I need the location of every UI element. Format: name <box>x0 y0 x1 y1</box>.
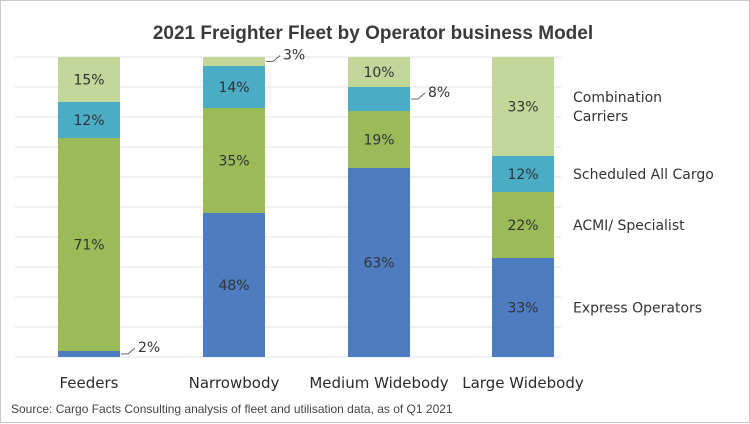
bar-segment <box>203 213 265 357</box>
data-labels: 71% 12% 15% 48% 35% 14% 63% 19% 10% 33% 22% 12% 33% <box>73 65 538 317</box>
bar-segment <box>492 57 554 156</box>
legend: Express Operators ACMI/ Specialist Schedul… <box>573 90 714 317</box>
data-label: 33% <box>507 301 538 317</box>
category-label: Narrowbody <box>189 374 280 392</box>
data-label: 15% <box>73 73 104 89</box>
bar-segment <box>492 156 554 192</box>
bar-segment <box>203 66 265 108</box>
bar-segment <box>348 87 410 111</box>
bar-segment <box>492 192 554 258</box>
bar-segment <box>58 102 120 138</box>
category-labels: Feeders Narrowbody Medium Widebody Large Wi… <box>60 374 584 392</box>
callout-line <box>121 347 136 355</box>
callout-line <box>411 92 426 100</box>
bar-segment <box>348 57 410 87</box>
data-label: 22% <box>507 218 538 234</box>
callouts: 2% 3% 8% <box>121 48 450 356</box>
data-label: 14% <box>218 80 249 96</box>
bar-segment <box>348 111 410 168</box>
bars <box>58 57 554 357</box>
category-label: Large Widebody <box>462 374 584 392</box>
source-note: Source: Cargo Facts Consulting analysis … <box>11 402 453 416</box>
data-label: 12% <box>507 167 538 183</box>
legend-entry: Express Operators <box>573 301 702 317</box>
legend-entry: Combination Carriers <box>573 90 662 125</box>
data-label: 71% <box>73 238 104 254</box>
bar-segment <box>348 168 410 357</box>
data-label: 48% <box>218 278 249 294</box>
data-label: 19% <box>363 133 394 149</box>
bar-segment <box>58 351 120 357</box>
data-label: 35% <box>218 154 249 170</box>
legend-entry: Scheduled All Cargo <box>573 167 714 183</box>
bar-segment <box>492 258 554 357</box>
data-label: 10% <box>363 65 394 81</box>
bar-segment <box>58 138 120 351</box>
category-label: Feeders <box>60 374 119 392</box>
data-label: 33% <box>507 100 538 116</box>
callout-line <box>266 55 281 62</box>
legend-entry: ACMI/ Specialist <box>573 218 685 234</box>
bar-segment <box>203 57 265 66</box>
data-label: 2% <box>138 340 160 356</box>
bar-segment <box>58 57 120 102</box>
category-label: Medium Widebody <box>309 374 448 392</box>
data-label: 8% <box>428 85 450 101</box>
data-label: 63% <box>363 256 394 272</box>
data-label: 3% <box>283 48 305 64</box>
bar-segment <box>203 108 265 213</box>
chart-title: 2021 Freighter Fleet by Operator busines… <box>153 23 593 44</box>
data-label: 12% <box>73 113 104 129</box>
